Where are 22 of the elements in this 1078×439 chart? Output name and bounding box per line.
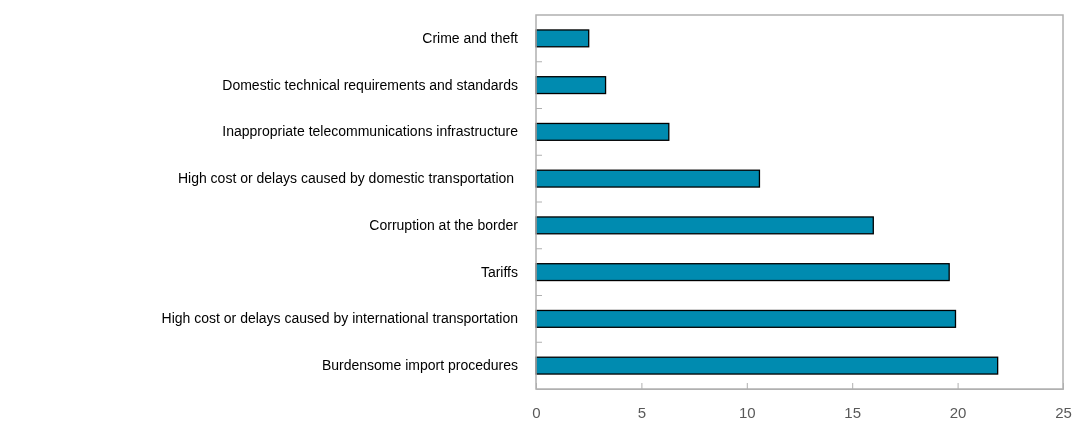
x-tick-label: 10 [738, 403, 756, 421]
bar [535, 356, 999, 375]
y-tick-label: Burdensome import procedures [321, 357, 518, 374]
x-tick-label: 25 [1055, 403, 1072, 421]
bar [535, 76, 607, 95]
x-tick-label: 20 [949, 403, 967, 421]
bar [535, 169, 761, 188]
y-tick-label: High cost or delays caused by domestic transportation [177, 170, 518, 187]
bar [535, 29, 590, 48]
bar [535, 309, 957, 328]
x-tick-label: 15 [844, 403, 862, 421]
bar [535, 122, 670, 141]
bar [535, 216, 874, 235]
y-tick-label: Crime and theft [422, 29, 519, 46]
y-tick-label: Domestic technical requirements and standards [222, 76, 518, 93]
bar [535, 263, 950, 282]
x-tick-label: 0 [532, 403, 541, 421]
y-tick-label: High cost or delays caused by international transportation [161, 310, 518, 327]
y-tick-label: Inappropriate telecommunications infrastructure [222, 123, 519, 140]
y-tick-label: Tariffs [480, 263, 518, 280]
y-tick-label: Corruption at the border [369, 216, 519, 233]
x-tick-label: 5 [637, 403, 647, 421]
